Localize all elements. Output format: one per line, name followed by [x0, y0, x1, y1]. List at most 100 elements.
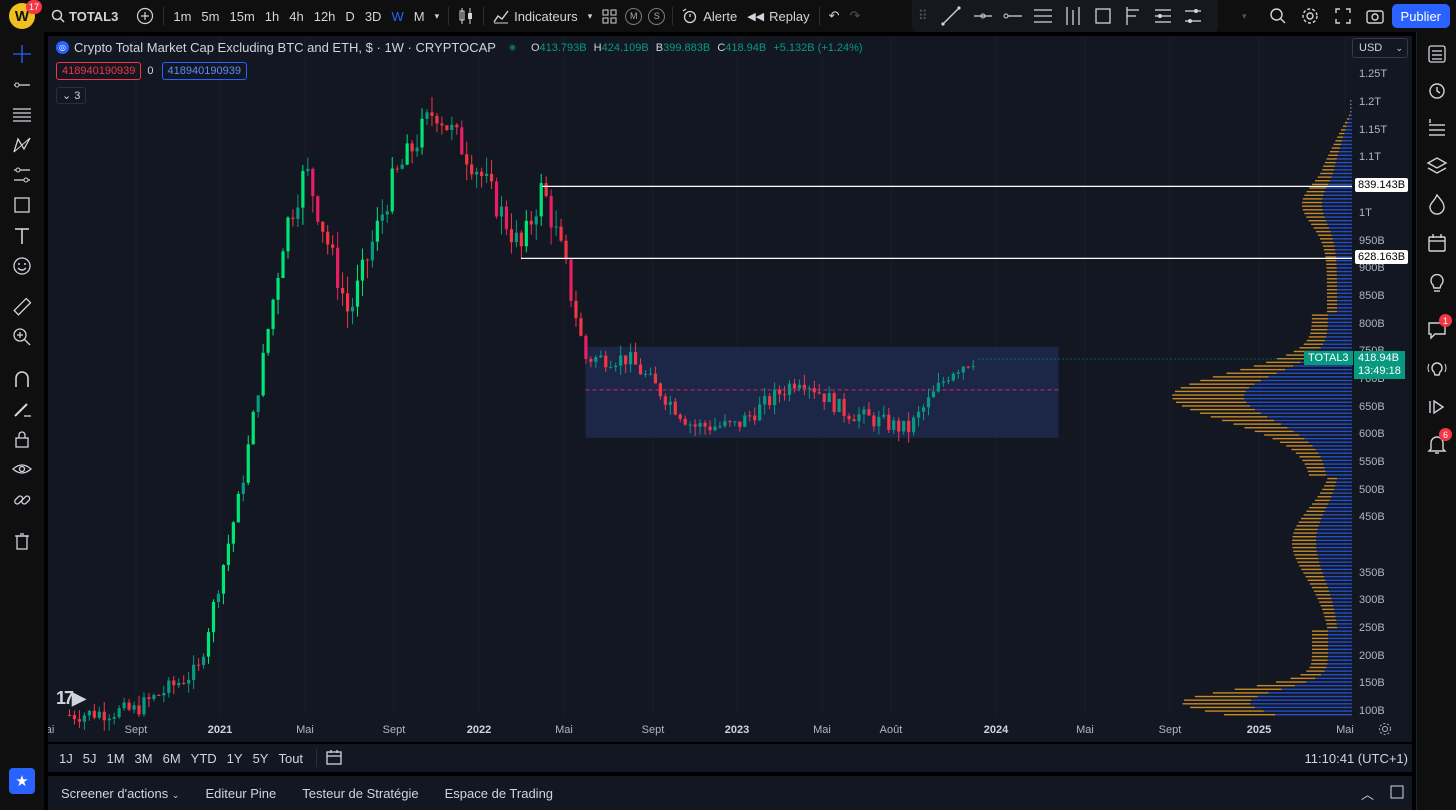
range-ytd[interactable]: YTD [190, 750, 217, 766]
symbol-search-button[interactable]: TOTAL3 [46, 0, 123, 32]
input-value-red[interactable]: 418940190939 [56, 62, 142, 80]
levels-icon[interactable] [1152, 5, 1174, 27]
link-tool[interactable] [0, 487, 44, 513]
indicators-collapse-button[interactable]: ⌄ 3 [56, 87, 87, 104]
favorites-star-button[interactable]: ★ [9, 768, 35, 794]
fib-tool[interactable] [0, 102, 44, 128]
layers-button[interactable] [1417, 152, 1456, 180]
horizontal-line-icon[interactable] [1002, 5, 1024, 27]
compare-add-button[interactable] [131, 0, 159, 32]
range-1j[interactable]: 1J [59, 750, 73, 766]
crosshair-tool[interactable] [0, 41, 44, 67]
indicators-dropdown[interactable]: ▾ [583, 0, 598, 32]
timeframe-w[interactable]: W [391, 8, 404, 24]
range-5y[interactable]: 5Y [252, 750, 269, 766]
redo-button[interactable]: ↷ [844, 0, 865, 32]
drawbar-dropdown[interactable]: ▾ [1237, 0, 1252, 32]
timeframe-5m[interactable]: 5m [201, 8, 220, 24]
streams-button[interactable] [1417, 393, 1456, 421]
icon-tool[interactable] [0, 253, 44, 279]
ideas-stream-button[interactable] [1417, 355, 1456, 383]
draw-mode-tool[interactable] [0, 396, 44, 422]
timeframe-4h[interactable]: 4h [289, 8, 304, 24]
volume-profile-bar [1316, 539, 1352, 542]
chart-canvas[interactable] [48, 36, 1412, 742]
indicators-button[interactable]: Indicateurs [488, 0, 583, 32]
quick-search-button[interactable] [1264, 0, 1292, 32]
calendar-button[interactable] [1417, 229, 1456, 257]
zoom-tool[interactable] [0, 324, 44, 350]
timeframe-12h[interactable]: 12h [313, 8, 336, 24]
tab-pine-editor[interactable]: Editeur Pine [205, 785, 277, 801]
volume-profile-bar [1331, 147, 1340, 149]
volume-profile-bar [1331, 234, 1352, 236]
range-5j[interactable]: 5J [82, 750, 97, 766]
range-3m[interactable]: 3M [134, 750, 153, 766]
s-circle-button[interactable]: S [648, 7, 666, 25]
measure-tool[interactable] [0, 294, 44, 320]
input-value-blue[interactable]: 418940190939 [161, 62, 247, 80]
tab-stock-screener[interactable]: Screener d'actions ⌄ [48, 786, 192, 801]
alert-button[interactable]: Alerte [677, 0, 742, 32]
line-tool[interactable] [0, 72, 44, 98]
volume-profile-bar [1342, 140, 1352, 142]
hotlist-button[interactable] [1417, 190, 1456, 218]
timeframe-3d[interactable]: 3D [364, 8, 382, 24]
replay-button[interactable]: ◀◀ Replay [742, 0, 814, 32]
volume-profile-bar [1299, 565, 1321, 567]
currency-select[interactable]: USD ⌄ [1352, 38, 1408, 58]
tab-trading-panel[interactable]: Espace de Trading [444, 785, 554, 801]
volume-profile-bar [1324, 615, 1336, 618]
pattern-tool[interactable] [0, 132, 44, 158]
chart-type-button[interactable] [453, 0, 479, 32]
shape-tool[interactable] [0, 192, 44, 218]
symbol-price-tag: TOTAL3 [1304, 351, 1353, 365]
ideas-button[interactable] [1417, 268, 1456, 296]
remove-drawings-tool[interactable] [0, 528, 44, 554]
forecast-tool[interactable] [0, 162, 44, 188]
timezone-clock[interactable]: 11:10:41 (UTC+1) [1304, 750, 1408, 766]
publish-button[interactable]: Publier [1391, 4, 1450, 28]
snapshot-button[interactable] [1361, 0, 1389, 32]
lock-tool[interactable] [0, 426, 44, 452]
channel-levels-icon[interactable] [1182, 5, 1204, 27]
hide-tool[interactable] [0, 456, 44, 482]
drag-handle-icon[interactable]: ⠿ [918, 8, 928, 23]
data-window-button[interactable] [1417, 115, 1456, 143]
fib-icon[interactable] [1122, 5, 1144, 27]
settings-button[interactable] [1296, 0, 1324, 32]
range-6m[interactable]: 6M [162, 750, 181, 766]
undo-button[interactable]: ↶ [824, 0, 845, 32]
range-tout[interactable]: Tout [278, 750, 304, 766]
layouts-button[interactable] [597, 0, 622, 32]
axis-settings-button[interactable] [1378, 722, 1392, 741]
range-1m[interactable]: 1M [106, 750, 125, 766]
timeframe-1h[interactable]: 1h [264, 8, 280, 24]
goto-date-button[interactable] [325, 748, 343, 769]
candle-body [97, 711, 101, 718]
watchlist-button[interactable] [1417, 40, 1456, 68]
timeframe-dropdown[interactable]: ▾ [430, 0, 445, 32]
timeframe-m[interactable]: M [413, 8, 425, 24]
fullscreen-button[interactable] [1330, 0, 1356, 32]
vertical-lines-icon[interactable] [1062, 5, 1084, 27]
range-1y[interactable]: 1Y [226, 750, 243, 766]
tab-strategy-tester[interactable]: Testeur de Stratégie [302, 785, 419, 801]
alerts-panel-button[interactable] [1417, 76, 1456, 104]
magnet-tool[interactable] [0, 366, 44, 392]
chat-button[interactable]: 1 [1417, 314, 1456, 344]
horizontal-ray-icon[interactable] [972, 5, 994, 27]
timeframe-1m[interactable]: 1m [173, 8, 192, 24]
maximize-panel-button[interactable] [1390, 785, 1404, 802]
timeframe-d[interactable]: D [345, 8, 355, 24]
rectangle-icon[interactable] [1092, 5, 1114, 27]
m-circle-button[interactable]: M [625, 7, 643, 25]
collapse-panel-button[interactable]: ︿ [1361, 784, 1374, 803]
text-tool[interactable] [0, 223, 44, 249]
notifications-button[interactable]: 6 [1417, 428, 1456, 458]
timeframe-15m[interactable]: 15m [229, 8, 255, 24]
parallel-channel-icon[interactable] [1032, 5, 1054, 27]
trend-line-icon[interactable] [940, 5, 962, 27]
chart-pane[interactable]: ◎ Crypto Total Market Cap Excluding BTC … [48, 36, 1412, 742]
volume-profile-bar [1334, 169, 1352, 171]
